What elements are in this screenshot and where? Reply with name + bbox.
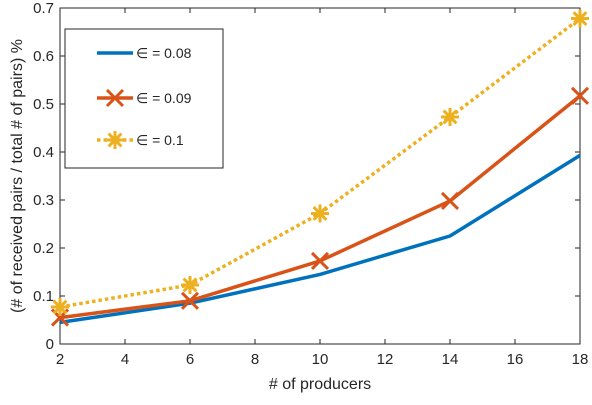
x-tick-label: 10 [312, 351, 329, 368]
x-tick-label: 2 [56, 351, 64, 368]
x-tick-label: 14 [442, 351, 459, 368]
legend-label-1: ∈ = 0.08 [136, 45, 192, 61]
data-point-asterisk-marker [311, 204, 329, 223]
y-tick-label: 0.5 [33, 96, 54, 113]
legend-asterisk-marker [106, 131, 124, 149]
legend-label-2: ∈ = 0.09 [136, 90, 192, 106]
data-point-x-marker [180, 291, 200, 310]
x-tick-label: 16 [507, 351, 524, 368]
y-tick-label: 0.4 [33, 144, 54, 161]
data-point-asterisk-marker [441, 107, 459, 126]
data-point-x-marker [310, 251, 330, 271]
x-tick-label: 12 [377, 351, 394, 368]
y-tick-label: 0.7 [33, 0, 54, 17]
x-tick-label: 8 [251, 351, 259, 368]
y-tick-label: 0.3 [33, 192, 54, 209]
data-point-asterisk-marker [181, 275, 199, 294]
y-tick-label: 0.1 [33, 288, 54, 305]
y-tick-label: 0.6 [33, 48, 54, 65]
x-tick-label: 6 [186, 351, 194, 368]
series-line-1 [59, 153, 581, 325]
data-point-asterisk-marker [51, 298, 69, 317]
x-tick-label: 4 [121, 351, 129, 368]
x-tick-label: 18 [572, 351, 589, 368]
data-point-asterisk-marker [571, 9, 589, 28]
x-axis-label: # of producers [269, 376, 371, 393]
legend-box [64, 28, 224, 169]
data-point-x-marker [570, 86, 590, 105]
legend-x-marker [105, 88, 125, 108]
y-tick-label: 0 [46, 336, 54, 353]
data-point-x-marker [440, 191, 460, 211]
y-axis-label: (# of received pairs / total # of pairs)… [9, 39, 26, 313]
y-tick-label: 0.2 [33, 240, 54, 257]
legend-label-3: ∈ = 0.1 [136, 132, 184, 148]
